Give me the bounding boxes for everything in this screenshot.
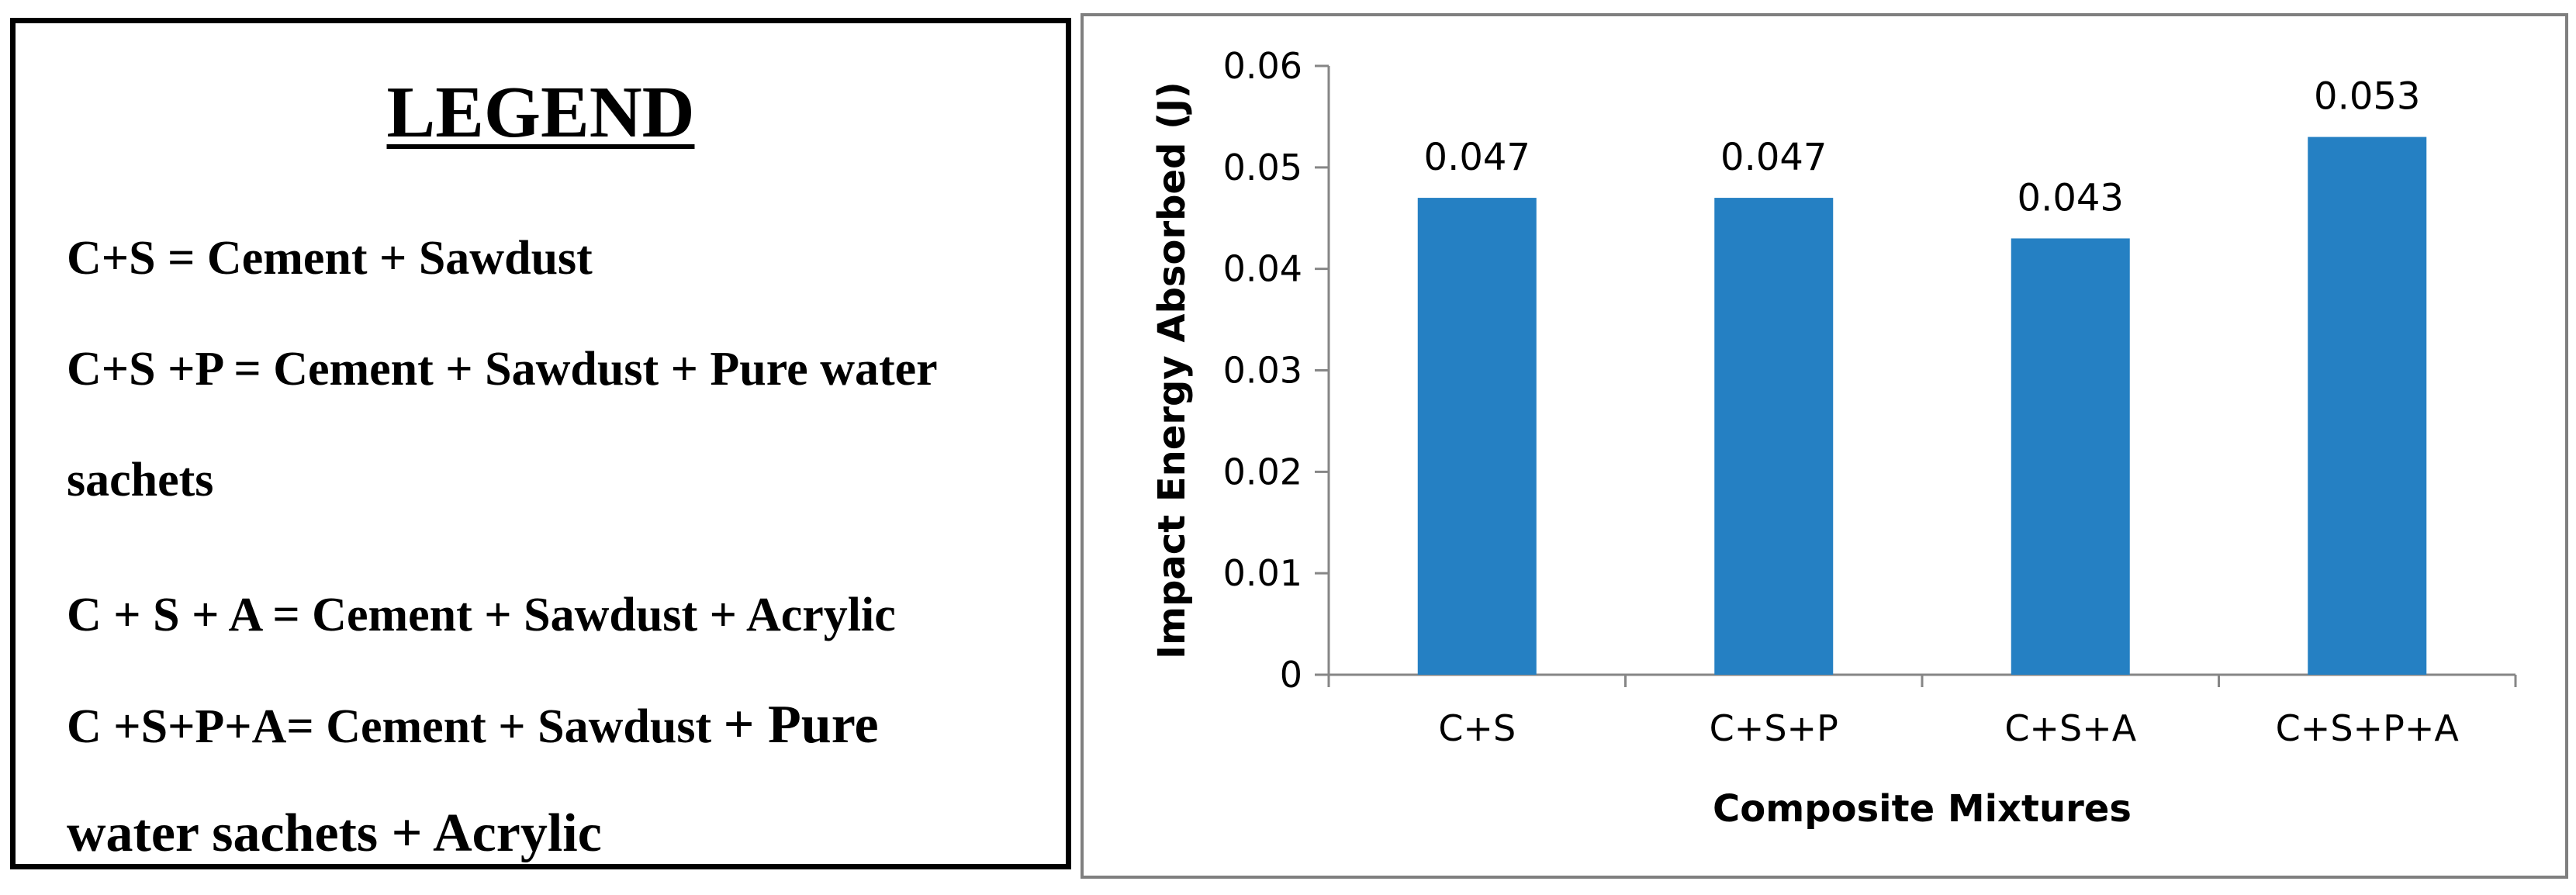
bar-c-s-p: [1714, 198, 1834, 676]
bar-data-label: 0.043: [2018, 176, 2124, 219]
chart-panel: 0 0.01 0.02 0.03 0.04 0.05 0.06 C+S C+S+P C+S+A C…: [1081, 13, 2568, 879]
bar-data-label: 0.047: [1720, 136, 1827, 179]
x-tick-label: C+S+P+A: [2276, 707, 2460, 749]
y-tick-label: 0.01: [1223, 552, 1302, 594]
x-tick-label: C+S+A: [2004, 707, 2136, 749]
bars: [1417, 136, 2427, 676]
legend-line-csp: C+S +P = Cement + Sawdust + Pure water: [67, 343, 938, 396]
y-tick-label: 0.02: [1223, 451, 1302, 492]
y-axis-title: Impact Energy Absorbed (J): [1150, 81, 1194, 659]
bar-c-s: [1417, 198, 1537, 676]
y-tick-label: 0.03: [1223, 350, 1302, 392]
y-tick-label: 0.05: [1223, 147, 1302, 188]
y-tick-label: 0: [1280, 654, 1302, 696]
y-tick-label: 0.06: [1223, 45, 1302, 87]
legend-panel: LEGEND C+S = Cement + Sawdust C+S +P = C…: [10, 18, 1071, 869]
x-tick-label: C+S+P: [1710, 707, 1838, 749]
y-tick-label: 0.04: [1223, 248, 1302, 290]
bar-data-label: 0.053: [2314, 75, 2420, 119]
legend-line-cspa: C +S+P+A= Cement + Sawdust + Pure: [67, 695, 879, 755]
x-axis-title: Composite Mixtures: [1713, 787, 2132, 831]
legend-line-cspa-cont: water sachets + Acrylic: [67, 803, 602, 863]
x-axis-ticks: C+S C+S+P C+S+A C+S+P+A: [1327, 675, 2517, 749]
legend-line-csa: C + S + A = Cement + Sawdust + Acrylic: [67, 589, 896, 641]
legend-line-csp-cont: sachets: [67, 454, 214, 506]
bar-data-label: 0.047: [1424, 136, 1530, 179]
bar-c-s-a: [2011, 238, 2130, 676]
y-axis-ticks: 0 0.01 0.02 0.03 0.04 0.05 0.06: [1223, 45, 1329, 696]
legend-line-cs: C+S = Cement + Sawdust: [67, 232, 593, 285]
legend-title: LEGEND: [386, 72, 695, 153]
bar-data-labels: 0.047 0.047 0.043 0.053: [1424, 75, 2421, 220]
bar-chart: 00.010.020.030.040.050.06 C+S C+S+P C+S+A C…: [1150, 45, 2517, 831]
x-tick-label: C+S: [1438, 707, 1516, 749]
bar-c-s-p-a: [2308, 136, 2427, 676]
